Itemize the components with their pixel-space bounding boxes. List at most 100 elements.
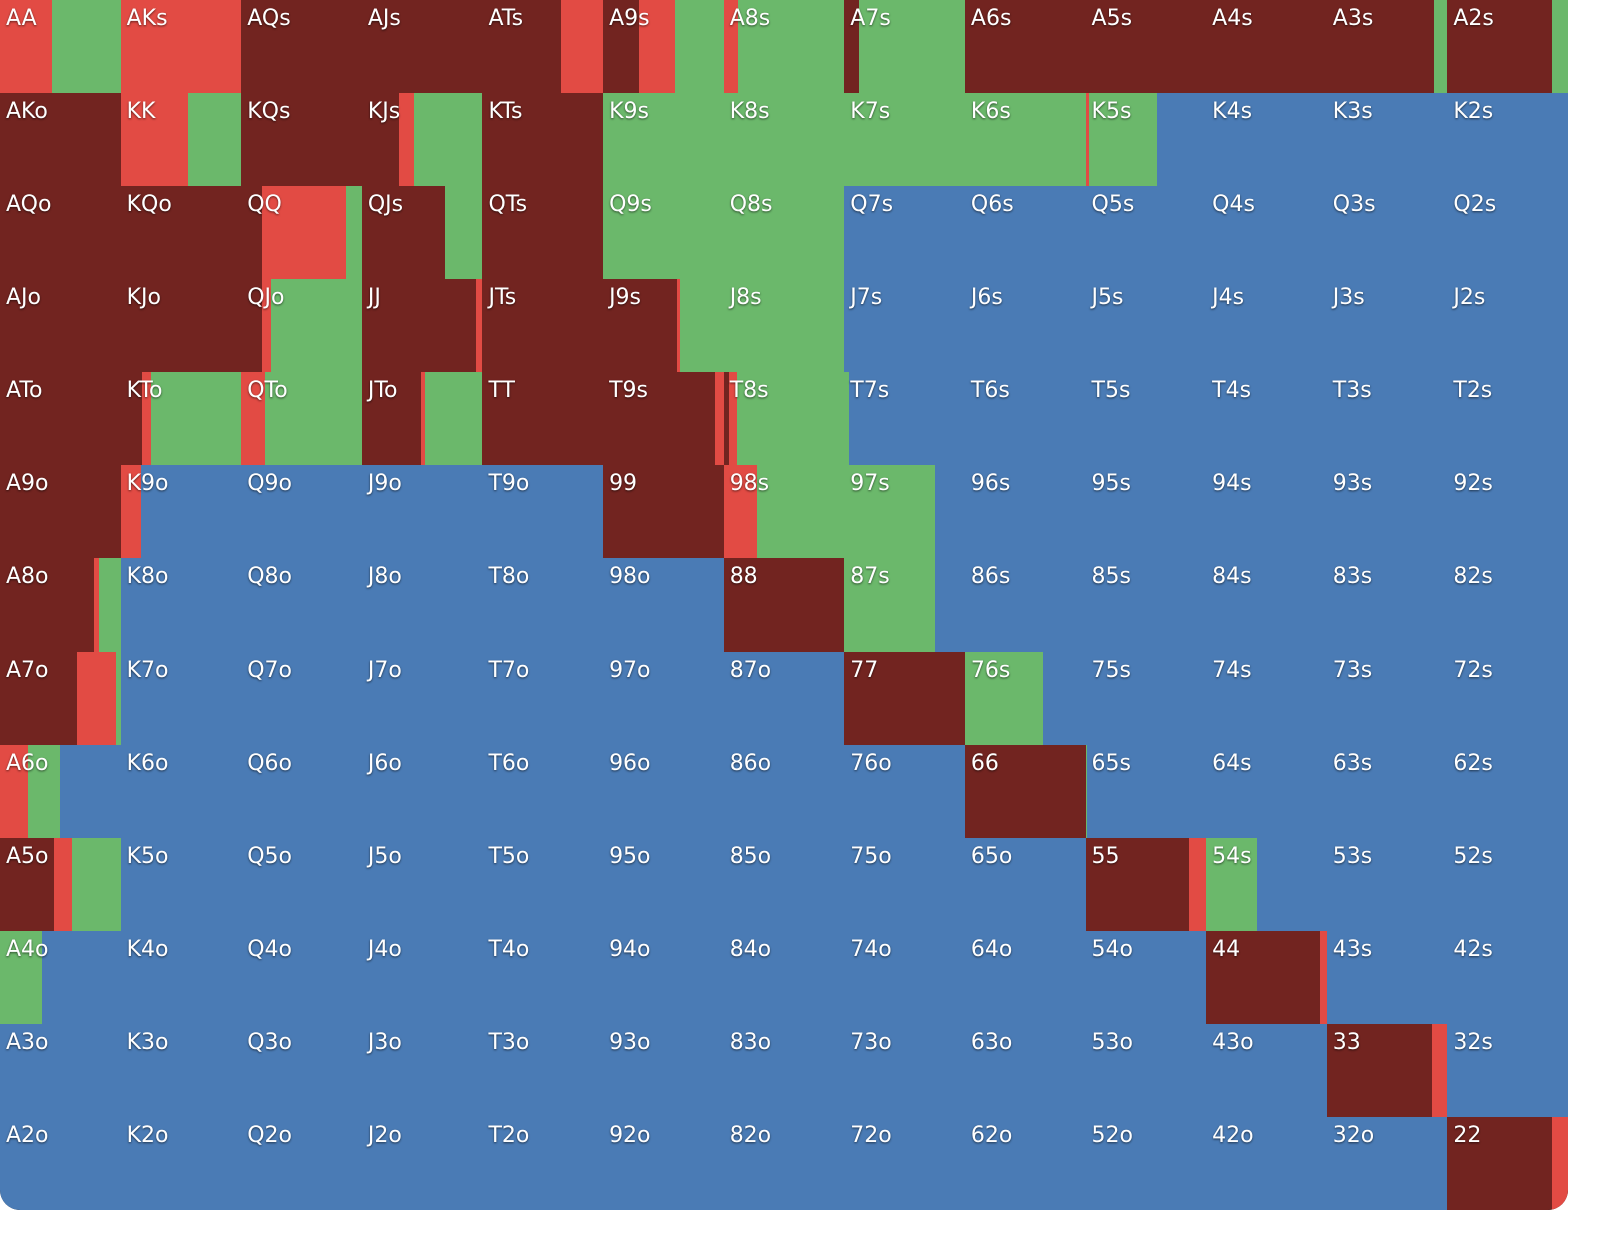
frequency-segment xyxy=(241,651,362,745)
hand-cell: A5o xyxy=(0,837,121,931)
hand-cell: A2o xyxy=(0,1116,121,1210)
frequency-segment xyxy=(482,558,604,652)
frequency-segment xyxy=(1326,930,1448,1024)
hand-cell: T4o xyxy=(482,930,604,1024)
hand-cell: QQ xyxy=(241,186,362,280)
frequency-segment xyxy=(27,744,61,838)
hand-cell: TT xyxy=(482,372,604,466)
frequency-segment xyxy=(603,837,724,931)
hand-cell: T2o xyxy=(482,1116,604,1210)
frequency-segment xyxy=(1447,651,1568,745)
hand-cell: JTs xyxy=(482,279,604,373)
frequency-segment xyxy=(844,1023,965,1117)
frequency-segment xyxy=(51,0,121,94)
hand-cell: KJs xyxy=(361,93,483,187)
frequency-segment xyxy=(1447,186,1568,280)
hand-cell: A8o xyxy=(0,558,121,652)
frequency-segment xyxy=(361,465,483,559)
frequency-segment xyxy=(844,465,935,559)
frequency-segment xyxy=(723,93,845,187)
hand-cell: 86s xyxy=(964,558,1086,652)
frequency-segment xyxy=(54,837,73,931)
frequency-segment xyxy=(1319,930,1327,1024)
frequency-segment xyxy=(1447,0,1553,94)
frequency-segment xyxy=(603,465,724,559)
hand-cell: 43o xyxy=(1206,1023,1327,1117)
hand-cell: ATo xyxy=(0,372,121,466)
hand-cell: A4o xyxy=(0,930,121,1024)
frequency-segment xyxy=(241,1023,362,1117)
frequency-segment xyxy=(1447,465,1568,559)
hand-cell: 85s xyxy=(1085,558,1207,652)
frequency-segment xyxy=(0,1023,121,1117)
frequency-segment xyxy=(361,930,483,1024)
hand-cell: KJo xyxy=(120,279,242,373)
hand-cell: J2o xyxy=(361,1116,483,1210)
frequency-segment xyxy=(0,651,78,745)
frequency-segment xyxy=(964,651,1044,745)
frequency-segment xyxy=(1206,465,1327,559)
hand-cell: Q5s xyxy=(1085,186,1207,280)
frequency-segment xyxy=(1206,186,1327,280)
hand-cell: 87s xyxy=(844,558,965,652)
hand-cell: 99 xyxy=(603,465,724,559)
frequency-segment xyxy=(482,1023,604,1117)
hand-cell: K9s xyxy=(603,93,724,187)
frequency-segment xyxy=(241,744,362,838)
frequency-segment xyxy=(603,744,724,838)
hand-cell: K3o xyxy=(120,1023,242,1117)
hand-cell: 62o xyxy=(964,1116,1086,1210)
frequency-segment xyxy=(723,651,845,745)
frequency-segment xyxy=(715,372,724,466)
frequency-segment xyxy=(0,837,55,931)
frequency-segment xyxy=(964,0,1086,94)
frequency-segment xyxy=(0,465,121,559)
hand-cell: 66 xyxy=(964,744,1086,838)
hand-cell: 64o xyxy=(964,930,1086,1024)
frequency-segment xyxy=(1043,651,1086,745)
hand-cell: J3s xyxy=(1326,279,1448,373)
hand-cell: 42s xyxy=(1447,930,1568,1024)
frequency-segment xyxy=(1326,744,1448,838)
frequency-segment xyxy=(141,465,242,559)
hand-cell: T2s xyxy=(1447,372,1568,466)
hand-cell: Q6o xyxy=(241,744,362,838)
hand-cell: 92s xyxy=(1447,465,1568,559)
hand-cell: 65s xyxy=(1085,744,1207,838)
hand-cell: AJo xyxy=(0,279,121,373)
hand-cell: K2s xyxy=(1447,93,1568,187)
hand-cell: 74o xyxy=(844,930,965,1024)
hand-cell: J8o xyxy=(361,558,483,652)
hand-cell: 33 xyxy=(1326,1023,1448,1117)
frequency-segment xyxy=(241,93,362,187)
hand-cell: Q4s xyxy=(1206,186,1327,280)
frequency-segment xyxy=(1326,93,1448,187)
frequency-segment xyxy=(1085,558,1207,652)
frequency-segment xyxy=(1085,279,1207,373)
hand-cell: J8s xyxy=(723,279,845,373)
frequency-segment xyxy=(120,651,242,745)
frequency-segment xyxy=(120,372,143,466)
frequency-segment xyxy=(120,744,242,838)
hand-cell: 52o xyxy=(1085,1116,1207,1210)
frequency-segment xyxy=(964,837,1086,931)
frequency-segment xyxy=(361,186,446,280)
hand-cell: 96s xyxy=(964,465,1086,559)
hand-cell: 63o xyxy=(964,1023,1086,1117)
hand-cell: T7s xyxy=(844,372,965,466)
frequency-segment xyxy=(1326,1116,1448,1210)
frequency-segment xyxy=(1431,1023,1448,1117)
hand-cell: K6o xyxy=(120,744,242,838)
frequency-segment xyxy=(188,93,242,187)
frequency-segment xyxy=(1085,0,1207,94)
frequency-segment xyxy=(964,744,1086,838)
frequency-segment xyxy=(1447,1023,1568,1117)
hand-cell: 44 xyxy=(1206,930,1327,1024)
hand-cell: KK xyxy=(120,93,242,187)
frequency-segment xyxy=(142,372,151,466)
hand-cell: J7s xyxy=(844,279,965,373)
frequency-segment xyxy=(72,837,121,931)
hand-cell: 83o xyxy=(723,1023,845,1117)
frequency-segment xyxy=(120,558,242,652)
